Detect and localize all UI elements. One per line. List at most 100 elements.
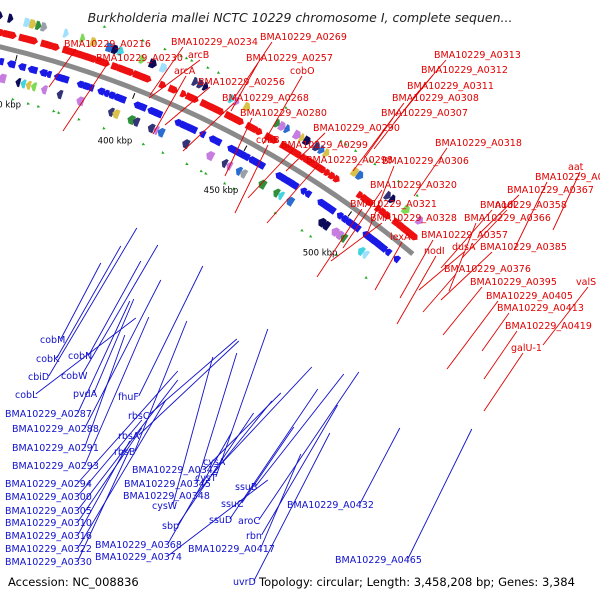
reverse-gene-arrow	[289, 180, 300, 191]
track-dot	[216, 71, 221, 74]
forward-leader-line	[483, 352, 524, 412]
reverse-leader-line	[177, 412, 254, 526]
category-block	[227, 94, 235, 104]
reverse-leader-line	[167, 431, 233, 545]
forward-gene-label: BMA10229_A0298	[306, 155, 393, 166]
reverse-gene-label: cobW	[61, 371, 88, 382]
reverse-leader-line	[255, 373, 345, 487]
category-block	[321, 148, 330, 158]
reverse-gene-label: BMA10229_A0330	[5, 557, 92, 568]
track-dot	[190, 58, 194, 62]
backbone-circle	[0, 44, 415, 256]
category-block	[273, 188, 281, 198]
category-block	[301, 135, 311, 146]
forward-leader-line	[247, 149, 294, 199]
forward-leader-line	[285, 132, 326, 172]
category-block	[147, 123, 156, 134]
forward-gene-label: BMA10229_A0290	[313, 123, 400, 134]
forward-leader-line	[342, 189, 383, 249]
forward-leader-line	[542, 286, 589, 346]
category-block	[15, 77, 22, 88]
reverse-gene-label: pvdA	[73, 389, 98, 400]
track-dot	[141, 38, 145, 42]
category-block	[107, 107, 116, 118]
category-block	[221, 159, 229, 169]
forward-leader-line	[418, 251, 465, 291]
reverse-gene-label: BMA10229_A0368	[95, 540, 182, 551]
reverse-gene-label: BMA10229_A0465	[335, 555, 422, 566]
category-block	[158, 62, 168, 73]
forward-leader-line	[152, 75, 187, 135]
forward-leader-line	[483, 330, 518, 380]
forward-gene-arrow	[51, 42, 60, 51]
reverse-gene-arrow	[174, 118, 182, 127]
reverse-leader-line	[407, 428, 473, 560]
forward-leader-line	[373, 90, 420, 150]
reverse-gene-arrow	[208, 135, 217, 144]
category-block	[277, 120, 286, 131]
tick-mark	[347, 211, 352, 217]
track-dot	[335, 253, 339, 257]
category-block	[322, 220, 332, 231]
reverse-leader-line	[241, 426, 295, 504]
track-dot	[339, 139, 343, 143]
category-block	[191, 76, 199, 87]
category-block	[138, 54, 146, 64]
track-dot	[52, 109, 56, 113]
forward-gene-label: BMA10229_A0419	[505, 321, 592, 332]
category-block	[116, 46, 124, 56]
reverse-leader-line	[223, 366, 313, 462]
forward-gene-label: BMA10229_A0306	[382, 156, 469, 167]
forward-gene-label: BMA10229_A0320	[370, 180, 457, 191]
reverse-gene-arrow	[349, 220, 359, 231]
forward-gene-label: galU-1	[511, 343, 542, 354]
forward-gene-arrow	[377, 207, 387, 216]
forward-leader-line	[552, 171, 581, 231]
reverse-gene-label: rbsA	[118, 431, 140, 442]
reverse-leader-line	[138, 340, 240, 436]
forward-gene-label: BMA10229_A0413	[497, 303, 584, 314]
category-block	[206, 150, 216, 162]
reverse-gene-label: cobK	[36, 354, 60, 365]
forward-gene-arrow	[141, 73, 152, 83]
category-block	[195, 78, 204, 89]
category-block	[25, 80, 32, 91]
reverse-gene-arrow	[380, 245, 389, 253]
reverse-gene-arrow	[187, 125, 199, 135]
forward-leader-line	[330, 222, 383, 262]
category-block	[414, 215, 424, 225]
track-dot	[184, 56, 189, 60]
category-block	[362, 250, 371, 260]
tick-mark	[15, 55, 18, 62]
track-dot	[204, 171, 208, 175]
track-dot	[26, 101, 31, 105]
forward-gene-arrow	[391, 217, 400, 227]
reverse-gene-arrow	[39, 68, 48, 78]
forward-gene-arrow	[355, 190, 364, 199]
forward-leader-line	[479, 194, 520, 234]
reverse-leader-line	[84, 316, 150, 466]
forward-gene-label: dusA	[452, 242, 476, 253]
reverse-gene-label: BMA10229_A0294	[5, 479, 92, 490]
forward-leader-line	[316, 208, 363, 278]
category-block	[272, 118, 281, 128]
category-block	[30, 82, 38, 92]
forward-leader-line	[234, 144, 269, 214]
reverse-gene-arrow	[7, 60, 17, 69]
forward-gene-label: BMA10229_A0366	[464, 213, 551, 224]
forward-leader-line	[182, 102, 235, 152]
reverse-gene-label: ssuD	[209, 515, 232, 526]
category-block	[112, 109, 121, 120]
forward-gene-arrow	[7, 30, 17, 40]
reverse-gene-label: BMA10229_A0432	[287, 500, 374, 511]
category-block	[297, 133, 305, 142]
reverse-gene-label: ssuC	[221, 499, 244, 510]
reverse-gene-arrow	[336, 212, 345, 220]
track-dot	[353, 149, 358, 153]
track-dot	[161, 151, 165, 154]
forward-gene-label: BMA10229_A0216	[64, 39, 151, 50]
forward-gene-label: BMA10229_A0357	[421, 230, 508, 241]
forward-leader-line	[148, 59, 201, 99]
reverse-gene-arrow	[243, 153, 251, 162]
forward-leader-line	[230, 62, 259, 112]
